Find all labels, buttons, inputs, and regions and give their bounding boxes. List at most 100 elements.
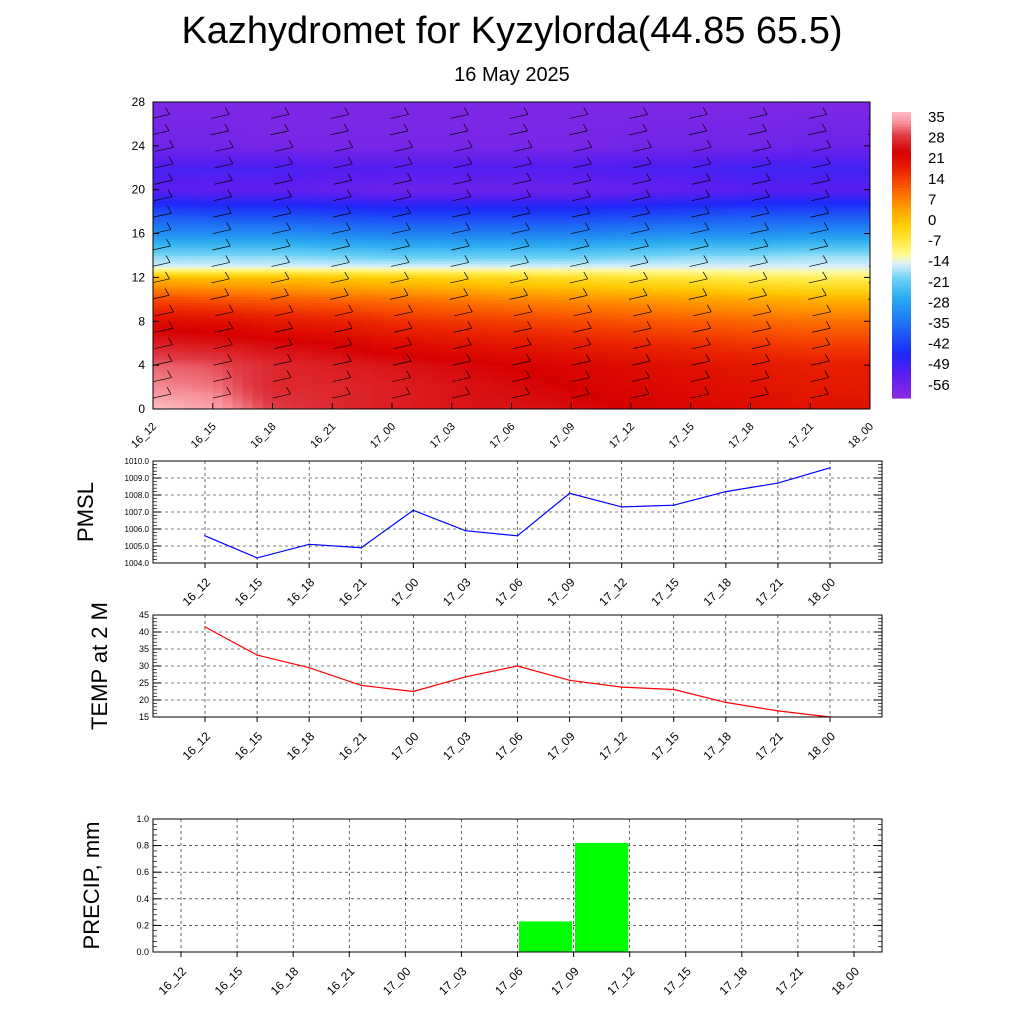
temperature-cell: [302, 186, 313, 191]
temperature-cell: [511, 173, 523, 177]
temperature-cell: [172, 337, 184, 342]
temperature-cell: [282, 313, 294, 317]
temperature-cell: [212, 398, 224, 402]
temperature-cell: [332, 192, 343, 196]
temperature-cell: [212, 189, 224, 194]
temperature-cell: [461, 384, 473, 388]
temperature-cell: [551, 197, 562, 202]
temperature-cell: [222, 189, 234, 194]
temperature-cell: [521, 400, 533, 405]
temperature-cell: [232, 362, 244, 366]
temperature-cell: [531, 219, 542, 224]
temperature-cell: [431, 343, 443, 347]
temperature-cell: [561, 307, 572, 311]
temperature-cell: [411, 277, 423, 281]
temperature-cell: [401, 118, 413, 122]
temperature-cell: [232, 173, 244, 177]
temperature-cell: [541, 110, 552, 114]
temperature-cell: [172, 170, 184, 174]
temperature-cell: [212, 313, 224, 317]
temperature-cell: [431, 310, 443, 314]
temperature-cell: [272, 367, 284, 372]
temperature-cell: [392, 236, 403, 240]
temperature-cell: [421, 326, 433, 331]
temperature-cell: [153, 260, 164, 265]
temperature-cell: [362, 395, 373, 399]
temperature-cell: [222, 280, 234, 284]
temperature-cell: [172, 217, 184, 221]
temperature-cell: [471, 178, 483, 183]
temperature-cell: [322, 225, 333, 229]
temperature-cell: [302, 159, 313, 163]
temperature-cell: [511, 107, 523, 111]
temperature-cell: [531, 326, 542, 331]
temperature-cell: [292, 173, 303, 177]
temperature-cell: [571, 302, 582, 306]
temperature-cell: [172, 134, 184, 139]
temperature-cell: [392, 282, 403, 287]
temperature-cell: [252, 186, 264, 191]
temperature-cell: [392, 211, 403, 215]
temperature-cell: [172, 326, 184, 331]
temperature-cell: [272, 134, 284, 139]
temperature-cell: [501, 186, 513, 191]
temperature-cell: [491, 387, 503, 391]
temperature-cell: [471, 299, 483, 303]
temperature-cell: [232, 271, 244, 276]
temperature-cell: [342, 381, 353, 385]
temperature-cell: [322, 321, 333, 325]
temperature-cell: [202, 277, 214, 281]
temperature-cell: [531, 186, 542, 191]
temperature-cell: [561, 233, 572, 237]
temperature-cell: [202, 395, 214, 399]
temperature-cell: [232, 365, 244, 369]
temperature-cell: [312, 359, 323, 363]
temperature-cell: [461, 381, 473, 385]
temperature-cell: [401, 236, 413, 240]
temperature-cell: [332, 326, 343, 331]
temperature-cell: [451, 343, 463, 347]
temperature-cell: [172, 381, 184, 385]
temperature-cell: [262, 255, 274, 259]
temperature-cell: [531, 211, 542, 215]
temperature-cell: [591, 351, 602, 355]
temperature-cell: [332, 299, 343, 303]
temperature-cell: [481, 186, 493, 191]
temperature-cell: [491, 378, 503, 383]
temperature-cell: [471, 403, 483, 407]
temperature-cell: [471, 102, 483, 106]
temperature-cell: [571, 351, 582, 355]
temperature-cell: [222, 365, 234, 369]
temperature-cell: [302, 266, 313, 270]
temperature-cell: [541, 370, 552, 374]
temperature-cell: [521, 373, 533, 377]
temperature-cell: [501, 121, 513, 125]
temperature-cell: [242, 332, 254, 336]
temperature-cell: [153, 296, 164, 300]
temperature-cell: [322, 104, 333, 109]
temperature-cell: [242, 250, 254, 254]
temperature-cell: [262, 115, 274, 120]
temperature-cell: [282, 400, 294, 405]
temperature-cell: [272, 107, 284, 111]
temperature-cell: [162, 395, 174, 399]
temperature-cell: [581, 340, 592, 344]
temperature-cell: [501, 123, 513, 128]
temperature-cell: [372, 165, 383, 169]
temperature-cell: [362, 288, 373, 292]
temperature-cell: [401, 299, 413, 303]
temperature-cell: [401, 376, 413, 380]
temperature-cell: [392, 206, 403, 210]
temperature-cell: [302, 340, 313, 344]
temperature-cell: [292, 112, 303, 117]
temperature-cell: [531, 151, 542, 155]
temperature-cell: [182, 296, 194, 300]
temperature-cell: [262, 148, 274, 152]
temperature-cell: [182, 291, 194, 295]
temperature-cell: [481, 252, 493, 257]
temperature-cell: [312, 230, 323, 235]
temperature-cell: [232, 181, 244, 185]
temperature-cell: [411, 176, 423, 180]
temperature-cell: [153, 192, 164, 196]
temperature-cell: [162, 351, 174, 355]
